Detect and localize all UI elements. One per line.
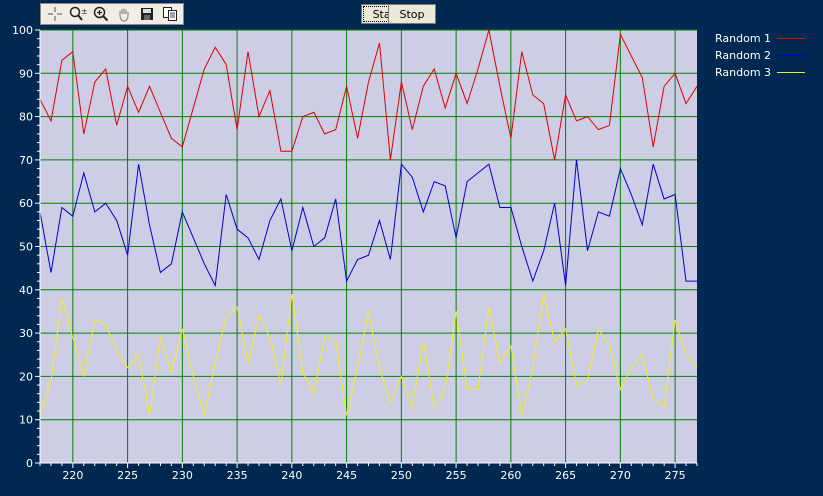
x-tick-label: 240 — [281, 469, 302, 482]
x-tick-label: 225 — [117, 469, 138, 482]
x-tick-label: 270 — [610, 469, 631, 482]
y-tick-label: 80 — [19, 111, 33, 124]
y-tick-label: 60 — [19, 197, 33, 210]
y-tick-label: 30 — [19, 327, 33, 340]
pan-hand-icon[interactable] — [112, 4, 135, 24]
zoom-axis-icon[interactable]: ± — [66, 4, 89, 24]
y-tick-label: 10 — [19, 414, 33, 427]
crosshair-icon[interactable] — [43, 4, 66, 24]
y-tick-label: 70 — [19, 154, 33, 167]
y-tick-label: 100 — [12, 24, 33, 37]
x-tick-label: 255 — [446, 469, 467, 482]
legend: Random 1 Random 2 Random 3 — [715, 30, 805, 81]
toolbar: ± Start Stop — [40, 3, 444, 25]
legend-item-random-1: Random 1 — [715, 30, 805, 47]
zoom-in-icon[interactable] — [89, 4, 112, 24]
legend-label: Random 1 — [715, 32, 772, 45]
x-tick-label: 245 — [336, 469, 357, 482]
legend-item-random-3: Random 3 — [715, 64, 805, 81]
axes: 0 10 20 30 40 50 60 70 80 90 100 220 225 230 235 240 245… — [12, 24, 698, 482]
y-tick-label: 90 — [19, 67, 33, 80]
grid — [40, 29, 697, 464]
x-tick-label: 250 — [391, 469, 412, 482]
legend-swatch — [777, 72, 805, 73]
x-tick-label: 230 — [172, 469, 193, 482]
series-line-random-3 — [39, 293, 698, 416]
x-tick-label: 235 — [227, 469, 248, 482]
series-line-random-1 — [39, 29, 698, 160]
legend-swatch — [777, 38, 805, 39]
y-tick-label: 20 — [19, 370, 33, 383]
x-tick-label: 220 — [62, 469, 83, 482]
x-tick-label: 265 — [555, 469, 576, 482]
svg-text:±: ± — [81, 7, 87, 16]
y-tick-label: 50 — [19, 241, 33, 254]
x-tick-label: 260 — [500, 469, 521, 482]
legend-item-random-2: Random 2 — [715, 47, 805, 64]
series-line-random-2 — [39, 159, 697, 288]
tool-group: ± — [40, 3, 184, 25]
stop-button[interactable]: Stop — [388, 4, 436, 24]
legend-swatch — [777, 55, 805, 56]
copy-icon[interactable] — [158, 4, 181, 24]
y-tick-label: 40 — [19, 284, 33, 297]
series-lines — [39, 29, 698, 416]
x-tick-label: 275 — [665, 469, 686, 482]
y-tick-label: 0 — [26, 457, 33, 470]
save-icon[interactable] — [135, 4, 158, 24]
legend-label: Random 2 — [715, 49, 772, 62]
legend-label: Random 3 — [715, 66, 772, 79]
